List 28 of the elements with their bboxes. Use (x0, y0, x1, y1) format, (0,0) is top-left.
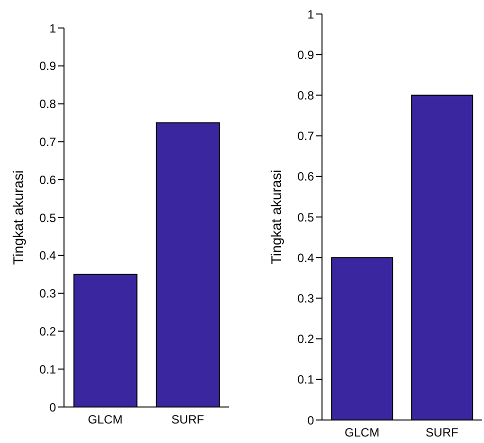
y-tick-label: 0 (49, 400, 56, 414)
y-tick-label: 0.4 (39, 248, 56, 263)
x-tick-label: SURF (171, 412, 204, 427)
y-tick-label: 0.9 (39, 59, 56, 74)
y-tick-label: 0.7 (39, 134, 56, 149)
y-tick-label: 0 (307, 413, 314, 428)
y-tick-label: 0.8 (297, 88, 314, 102)
y-axis-title: Tingkat akurasi (268, 170, 284, 264)
x-tick-label: SURF (426, 426, 458, 440)
y-tick-label: 1 (49, 21, 56, 36)
y-tick-label: 0.5 (39, 210, 56, 225)
y-tick-label: 0.8 (39, 97, 56, 112)
y-tick-label: 1 (307, 7, 314, 22)
y-tick-label: 0.4 (297, 250, 314, 265)
y-tick-label: 0.6 (297, 170, 314, 184)
y-tick-label: 0.5 (297, 210, 314, 224)
y-tick-label: 0.2 (297, 332, 314, 346)
y-tick-label: 0.1 (297, 372, 314, 387)
x-tick-label: GLCM (88, 412, 123, 427)
y-tick-label: 0.7 (297, 129, 314, 144)
y-tick-label: 0.2 (39, 324, 56, 338)
y-tick-label: 0.6 (39, 172, 56, 187)
y-tick-label: 0.1 (39, 362, 56, 376)
x-tick-label: GLCM (344, 426, 380, 440)
y-tick-label: 0.9 (297, 48, 314, 62)
y-tick-label: 0.3 (39, 286, 56, 301)
y-axis-title: Tingkat akurasi (10, 170, 26, 265)
y-tick-label: 0.3 (297, 291, 314, 306)
